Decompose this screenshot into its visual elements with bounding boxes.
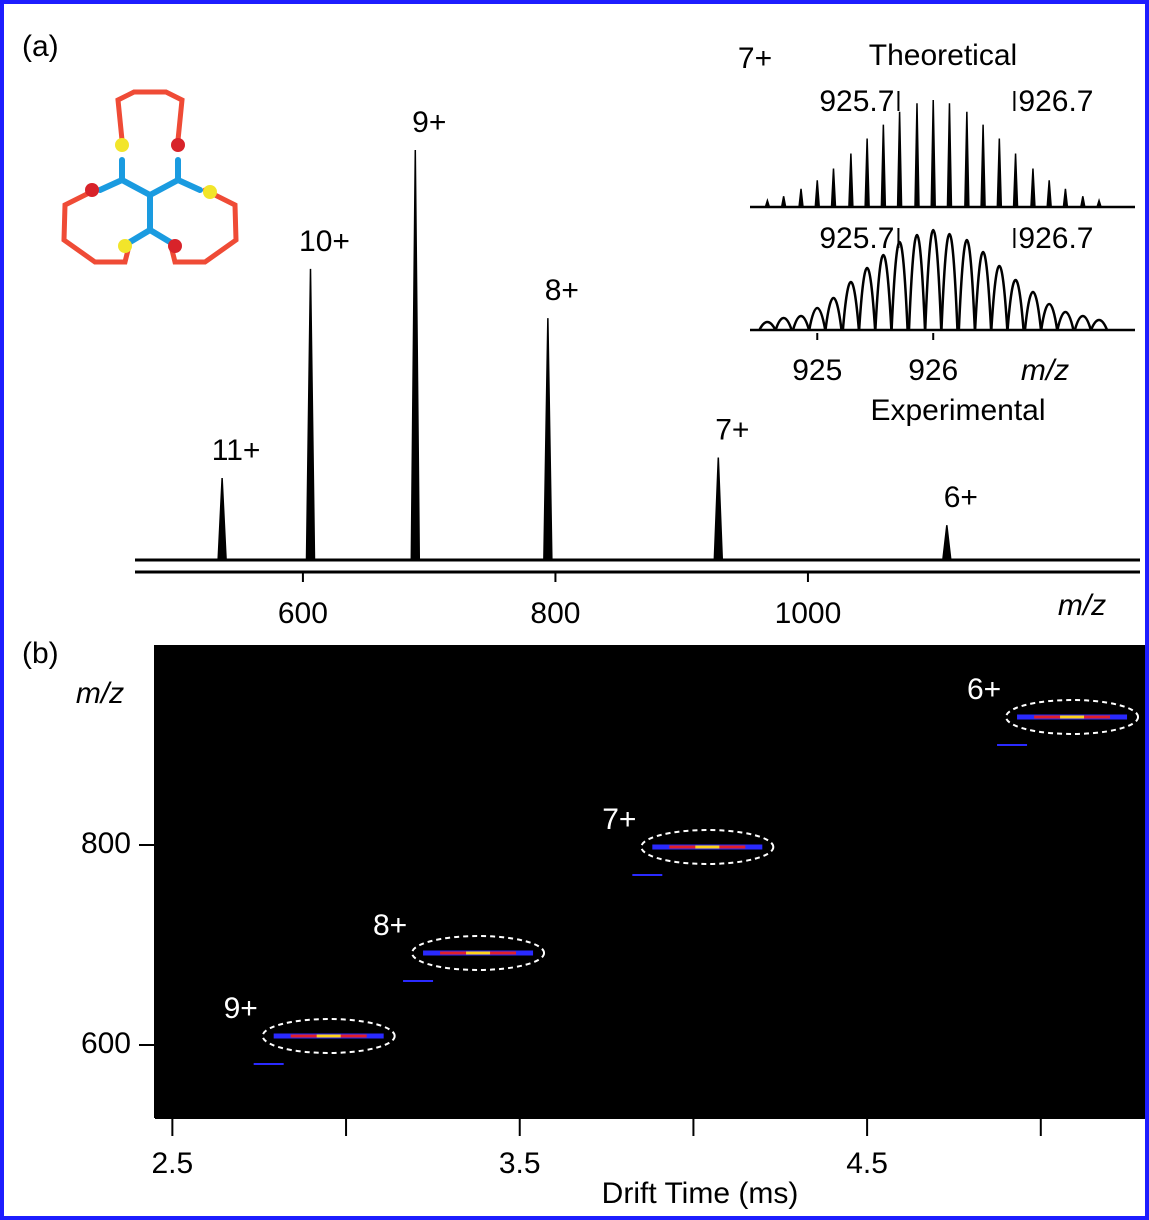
x-axis-label: Drift Time (ms) [602,1177,799,1210]
peak-label: 11+ [212,434,261,467]
isotope-peak [814,180,821,208]
peak [543,318,553,561]
isotope-peak [874,254,893,331]
peak-label: 8+ [545,274,579,307]
ion-spot [253,1033,384,1065]
x-tick-label: 1000 [775,597,842,630]
isotope-peak [1073,314,1093,331]
peak [217,477,227,561]
peak-label: 7+ [715,413,749,446]
isotope-peak [957,238,977,331]
molecule-icon [61,89,239,265]
isotope-peak [1023,291,1043,331]
isotope-peak [841,280,861,331]
y-tick-label: 600 [81,1027,131,1060]
panel-label: (a) [22,30,59,63]
isotope-peak [830,168,837,208]
isotope-peak [1006,278,1025,331]
isotope-peak [940,233,959,331]
isotope-peak [1012,153,1019,208]
isotope-peak [964,111,970,208]
spot-label: 6+ [967,673,1001,706]
ion-spot [997,714,1128,746]
series-name: Experimental [870,394,1045,427]
y-axis-label: m/z [76,677,124,710]
spot-outline [1005,699,1140,735]
ion-spot [403,950,534,982]
peak-label: 9+ [412,106,446,139]
spot-label: 7+ [602,803,636,836]
peak [713,457,724,561]
isotope-peak [973,251,993,331]
isotope-peak [864,138,870,208]
marker-label: 926.7 [1018,85,1093,118]
peak [305,268,316,561]
plot-area [155,645,1145,1118]
isotope-peak [890,240,909,331]
isotope-peak [990,264,1009,331]
isotope-peak [980,124,986,208]
marker-label: 925.7 [819,85,894,118]
ion-spot [632,844,763,876]
isotope-peak [857,266,877,331]
isotope-peak [798,188,804,208]
isotope-peak [880,124,887,208]
isotope-peak [758,320,777,331]
y-tick-label: 800 [81,827,131,860]
isotope-peak [1046,180,1052,208]
x-tick-label: 4.5 [846,1147,888,1180]
charge-label: 7+ [738,42,772,75]
isotope-peak [791,314,811,331]
x-tick-label: 600 [278,597,328,630]
isotope-peak [930,99,936,208]
x-tick-label: 800 [530,597,580,630]
isotope-peak [1089,318,1109,331]
isotope-peak [907,234,927,331]
x-axis-label: m/z [1058,589,1106,622]
isotope-peak [808,307,827,331]
isotope-peak [1079,196,1086,208]
isotope-peak [914,103,920,208]
isotope-peak [1062,188,1069,208]
isotope-peak [946,103,953,208]
peak-label: 6+ [944,481,978,514]
marker-label: 925.7 [819,222,894,255]
spot-label: 9+ [224,992,258,1025]
isotope-peak [774,316,793,331]
x-tick-label: 925 [792,354,842,387]
isotope-peak [996,138,1003,208]
peak [410,149,421,561]
isotope-peak [780,196,787,208]
isotope-peak [923,229,943,331]
peak [941,525,952,561]
x-tick-label: 2.5 [152,1147,194,1180]
spot-outline [411,935,546,971]
spot-outline [640,829,775,865]
series-name: Theoretical [869,39,1017,72]
isotope-peak [764,198,771,208]
isotope-peak [1030,168,1036,208]
x-axis-label: m/z [1021,354,1069,387]
isotope-peak [1096,198,1103,208]
isotope-peak [824,296,843,331]
x-tick-label: 3.5 [499,1147,541,1180]
isotope-peak [848,153,854,208]
spot-label: 8+ [373,909,407,942]
panel-label: (b) [22,637,59,670]
peak-label: 10+ [299,225,350,258]
spot-outline [261,1018,396,1054]
x-tick-label: 926 [908,354,958,387]
isotope-peak [1056,310,1075,331]
isotope-peak [1039,303,1059,331]
isotope-peak [896,111,903,208]
marker-label: 926.7 [1018,222,1093,255]
